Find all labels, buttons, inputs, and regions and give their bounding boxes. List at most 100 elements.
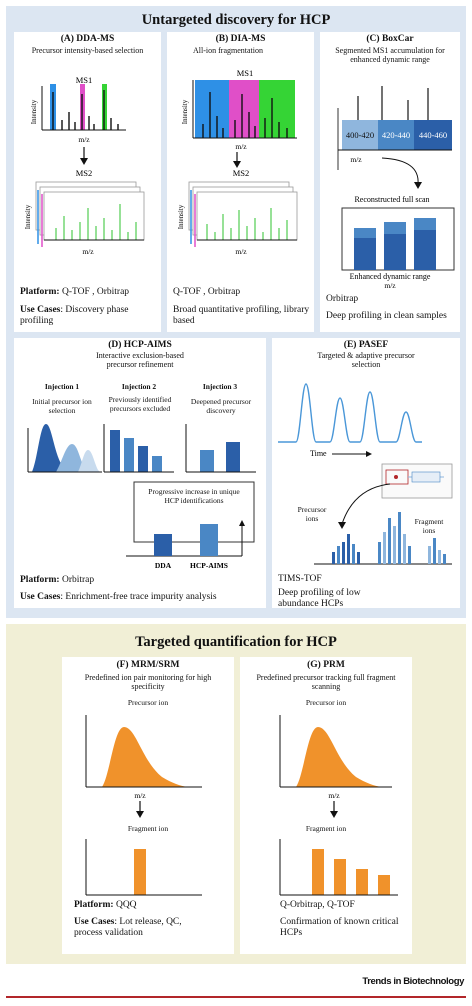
footer-rule [6, 996, 466, 998]
aims-inj3-desc: Deepened precursor discovery [190, 397, 252, 415]
panel-prm: (G) PRM Predefined precursor tracking fu… [240, 657, 412, 954]
aims-inj2-bar-3 [138, 446, 148, 472]
aims-heading: (D) HCP-AIMS [108, 340, 172, 350]
dda-ms1-peaks [52, 90, 119, 130]
discovery-title: Untargeted discovery for HCP [141, 12, 331, 28]
dia-ms2-label: MS2 [233, 168, 250, 178]
aims-inj2-bar-4 [152, 456, 162, 472]
dia-ms1-intensity: Intensity [181, 99, 189, 124]
boxcar-recon-bar-2-base [384, 234, 406, 270]
pasef-subtitle: Targeted & adaptive precursor selection [317, 351, 415, 369]
dda-subtitle: Precursor intensity-based selection [31, 46, 144, 55]
mrm-fragment-bar [134, 849, 146, 895]
mrm-precursor-peak [102, 727, 188, 787]
aims-progress: Progressive increase in unique HCP ident… [148, 487, 240, 505]
aims-progress-frame [133, 481, 255, 543]
boxcar-box-2-label: 420-440 [382, 130, 410, 140]
aims-result-arrow-head [239, 520, 245, 526]
panel-dda: (A) DDA-MS Precursor intensity-based sel… [14, 32, 161, 332]
dia-ms1-peaks [202, 92, 288, 138]
mrm-diagram: m/z [85, 715, 202, 896]
targeted-title: Targeted quantification for HCP [135, 634, 337, 650]
pasef-fragment-bars [378, 512, 446, 564]
aims-inj1-peak-3 [78, 450, 100, 472]
boxcar-recon-bar-3-top [414, 218, 436, 230]
boxcar-box-3 [414, 120, 452, 150]
mrm-usecase: Use Cases: Lot release, QC, process vali… [74, 917, 184, 938]
aims-usecase-value: : Enrichment-free trace impurity analysi… [60, 592, 217, 602]
prm-precursor: Precursor ion [305, 698, 347, 707]
prm-precursor-peak [296, 727, 382, 787]
aims-inj2-bar-1 [110, 430, 120, 472]
mrm-mz: m/z [134, 791, 146, 800]
dia-ms1-label: MS1 [237, 68, 254, 78]
dda-arrow-head [80, 158, 88, 165]
aims-inj1: Injection 1 [44, 382, 80, 391]
aims-usecase: Use Cases: Enrichment-free trace impurit… [20, 592, 264, 603]
aims-inj3: Injection 3 [202, 382, 238, 391]
dia-ms2-peaks [206, 208, 288, 240]
dda-ms2-mz: m/z [82, 247, 94, 256]
pasef-time-arrow-head [366, 451, 372, 457]
boxcar-recon-bar-2-top [384, 222, 406, 234]
aims-usecase-label: Use Cases [20, 592, 61, 602]
prm-heading: (G) PRM [307, 660, 345, 670]
pasef-diagram: Time [278, 383, 453, 565]
prm-mz: m/z [328, 791, 340, 800]
aims-inj1-desc: Initial precursor ion selection [32, 397, 92, 415]
boxcar-mz2: m/z [384, 281, 396, 290]
mrm-precursor: Precursor ion [127, 698, 169, 707]
boxcar-mz: m/z [350, 155, 362, 164]
dda-diagram: MS1 Intensity m/z MS2 [24, 75, 145, 256]
pasef-chromatogram [278, 383, 422, 443]
aims-inj2: Injection 2 [121, 382, 157, 391]
boxcar-box-1-label: 400-420 [346, 130, 374, 140]
mrm-platform-value: QQQ [113, 900, 137, 910]
dda-usecase-label: Use Cases [20, 305, 61, 315]
aims-bar-hcp-aims [200, 524, 218, 556]
pasef-instrument-ion [394, 475, 398, 479]
mrm-heading: (F) MRM/SRM [116, 660, 180, 670]
mrm-usecase-label: Use Cases [74, 917, 115, 927]
dia-usecase: Broad quantitative profiling, library ba… [173, 305, 310, 326]
aims-inj1-peak-2 [56, 444, 88, 472]
pasef-usecase: Deep profiling of low abundance HCPs [278, 588, 361, 609]
dda-ms2-label: MS2 [76, 168, 93, 178]
pasef-curved-arrow [341, 483, 391, 525]
dia-arrow-head [233, 161, 241, 168]
aims-inj3-bar-1 [200, 450, 214, 472]
boxcar-recon-bar-1-base [354, 238, 376, 270]
pasef-time-label: Time [310, 449, 327, 458]
dia-ms1-mz: m/z [235, 142, 247, 151]
boxcar-heading: (C) BoxCar [366, 34, 414, 44]
aims-bar-dda [154, 534, 172, 556]
prm-fragment-bar-1 [312, 849, 324, 895]
aims-inj3-bar-2 [226, 442, 240, 472]
boxcar-box-2 [378, 120, 414, 150]
aims-platform-label: Platform: [20, 575, 60, 585]
dda-heading: (A) DDA-MS [60, 34, 115, 44]
panel-boxcar: (C) BoxCar Segmented MS1 accumulation fo… [320, 32, 460, 332]
aims-platform-value: Orbitrap [59, 575, 95, 585]
dda-ms2-peaks [55, 204, 137, 240]
dia-subtitle: All-ion fragmentation [193, 46, 263, 55]
dia-diagram: MS1 Intensity m/z MS2 [177, 68, 298, 256]
aims-inj2-desc: Previously identified precursors exclude… [108, 395, 172, 413]
aims-diagram: DDA HCP-AIMS [27, 424, 256, 570]
dia-window-pink [229, 80, 259, 138]
prm-usecase: Confirmation of known critical HCPs [280, 917, 399, 938]
boxcar-recon-bar-3-base [414, 230, 436, 270]
mrm-usecase-value: : Lot release, QC, process validation [74, 917, 182, 938]
pasef-platform: TIMS-TOF [278, 574, 322, 584]
prm-platform: Q-Orbitrap, Q-TOF [280, 900, 355, 910]
dda-ms1-intensity: Intensity [30, 99, 38, 124]
panel-aims: (D) HCP-AIMS Interactive exclusion-based… [14, 338, 266, 608]
mrm-platform: Platform: QQQ [74, 900, 230, 911]
mrm-arrow-head [136, 811, 144, 818]
pasef-fragment: Fragment ions [414, 517, 444, 535]
prm-fragment-bar-4 [378, 875, 390, 895]
aims-subtitle: Interactive exclusion-based precursor re… [96, 351, 184, 369]
boxcar-box-3-label: 440-460 [419, 130, 447, 140]
dda-usecase-value: : Discovery phase profiling [20, 305, 129, 326]
dda-ms1-mz: m/z [78, 135, 90, 144]
